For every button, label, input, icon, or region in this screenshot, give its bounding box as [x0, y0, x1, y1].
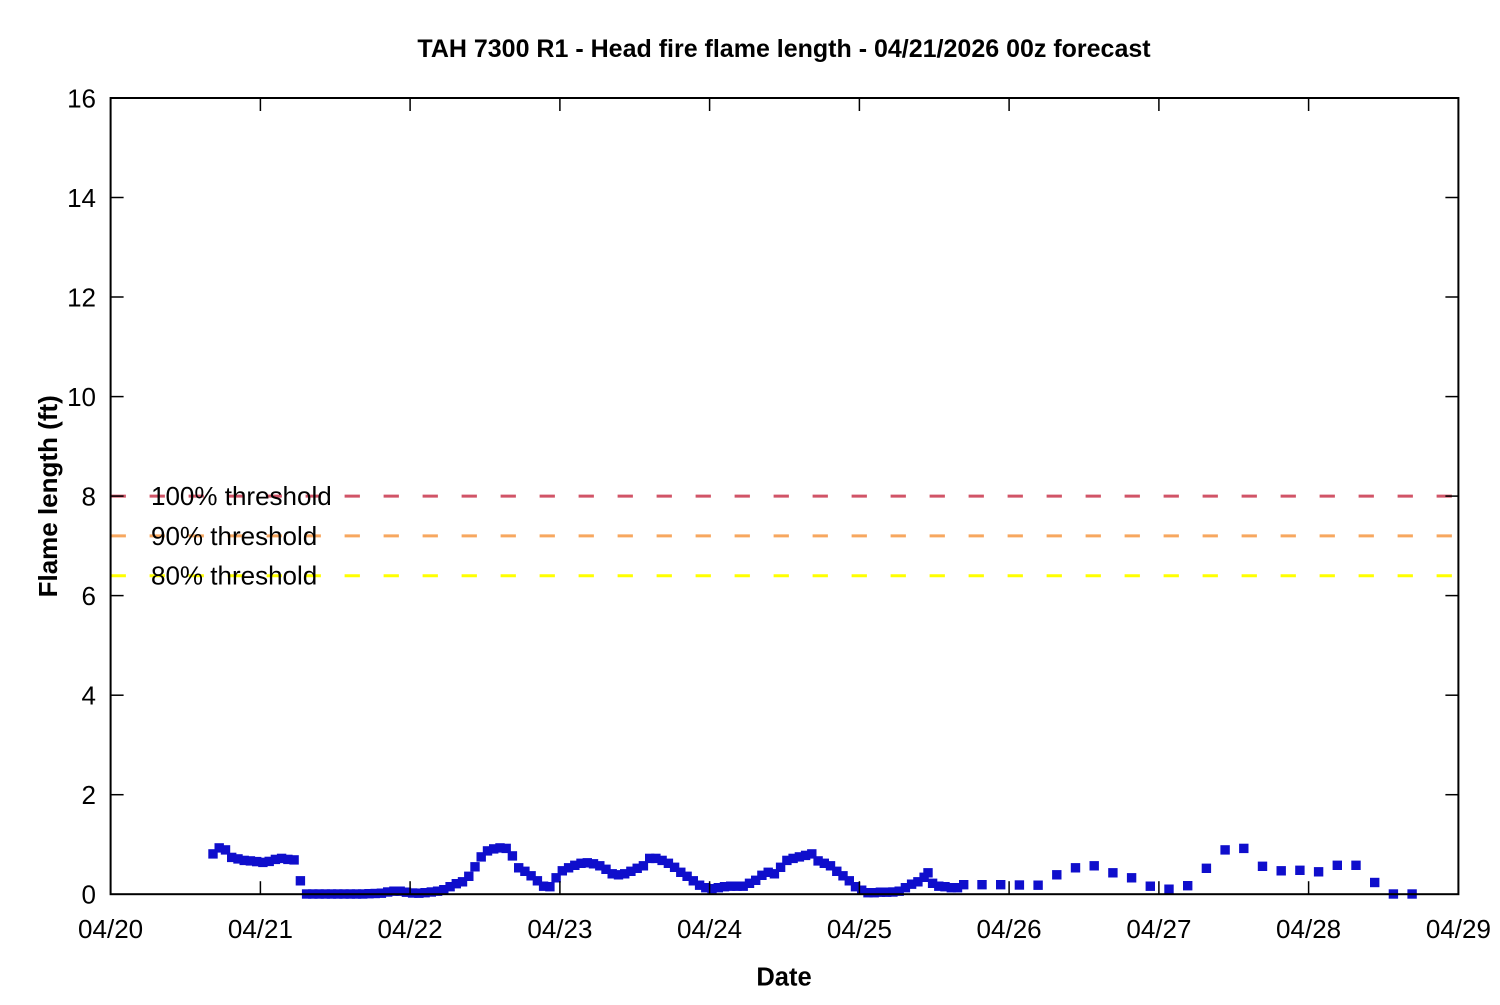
svg-text:Flame length (ft): Flame length (ft) — [33, 395, 63, 597]
svg-text:04/28: 04/28 — [1276, 914, 1341, 944]
svg-text:2: 2 — [82, 780, 96, 810]
svg-text:6: 6 — [82, 581, 96, 611]
svg-text:0: 0 — [82, 880, 96, 910]
svg-text:80% threshold: 80% threshold — [151, 561, 317, 591]
svg-text:04/25: 04/25 — [827, 914, 892, 944]
svg-text:16: 16 — [67, 83, 96, 113]
svg-text:Date: Date — [756, 964, 811, 992]
svg-text:04/29: 04/29 — [1426, 914, 1491, 944]
svg-text:04/27: 04/27 — [1126, 914, 1191, 944]
svg-text:90% threshold: 90% threshold — [151, 521, 317, 551]
svg-text:100% threshold: 100% threshold — [151, 481, 332, 511]
svg-text:10: 10 — [67, 382, 96, 412]
svg-text:8: 8 — [82, 482, 96, 512]
svg-text:12: 12 — [67, 282, 96, 312]
svg-text:04/22: 04/22 — [378, 914, 443, 944]
svg-text:04/23: 04/23 — [527, 914, 592, 944]
svg-text:4: 4 — [82, 681, 96, 711]
svg-text:14: 14 — [67, 183, 96, 213]
svg-text:04/21: 04/21 — [228, 914, 293, 944]
svg-text:04/26: 04/26 — [977, 914, 1042, 944]
svg-text:04/20: 04/20 — [78, 914, 143, 944]
svg-text:04/24: 04/24 — [677, 914, 742, 944]
svg-text:TAH 7300 R1 - Head fire flame: TAH 7300 R1 - Head fire flame length - 0… — [417, 35, 1151, 63]
